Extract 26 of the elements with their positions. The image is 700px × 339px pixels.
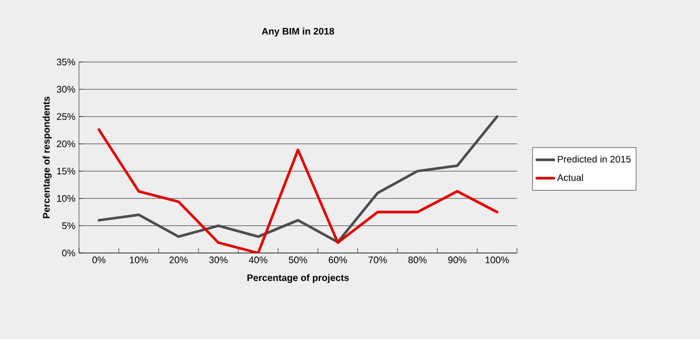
x-tick-label: 50% — [288, 256, 308, 264]
legend-label: Actual — [557, 174, 583, 181]
x-tick-label: 80% — [408, 256, 427, 264]
y-tick-label: 0% — [62, 250, 76, 256]
y-tick-label: 30% — [56, 86, 76, 93]
x-tick-label: 10% — [130, 256, 148, 264]
x-axis-title: Percentage of projects — [247, 274, 349, 283]
legend-label: Predicted in 2015 — [558, 156, 631, 163]
x-tick-label: 70% — [368, 256, 387, 264]
y-axis-title: Percentage of respondents — [42, 96, 52, 218]
x-tick-label: 0% — [92, 256, 106, 264]
x-tick-label: 40% — [248, 256, 268, 264]
x-tick-label: 100% — [486, 256, 509, 264]
y-tick-label: 25% — [56, 113, 76, 120]
x-tick-label: 60% — [328, 256, 347, 264]
x-tick-label: 90% — [448, 256, 466, 264]
y-tick-label: 35% — [56, 58, 76, 66]
line-series — [98, 115, 498, 244]
line-series — [98, 128, 498, 253]
y-tick-label: 20% — [56, 140, 76, 148]
y-tick-label: 5% — [62, 222, 76, 230]
x-tick-label: 20% — [170, 256, 188, 264]
y-tick-label: 10% — [57, 195, 76, 202]
chart-title: Any BIM in 2018 — [262, 28, 334, 36]
y-tick-label: 15% — [57, 168, 76, 174]
x-tick-label: 30% — [209, 256, 228, 264]
